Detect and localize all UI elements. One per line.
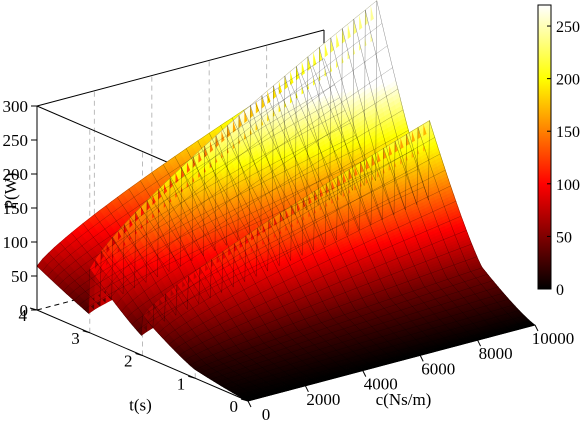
box-edge [36,29,325,107]
surface [36,0,536,402]
